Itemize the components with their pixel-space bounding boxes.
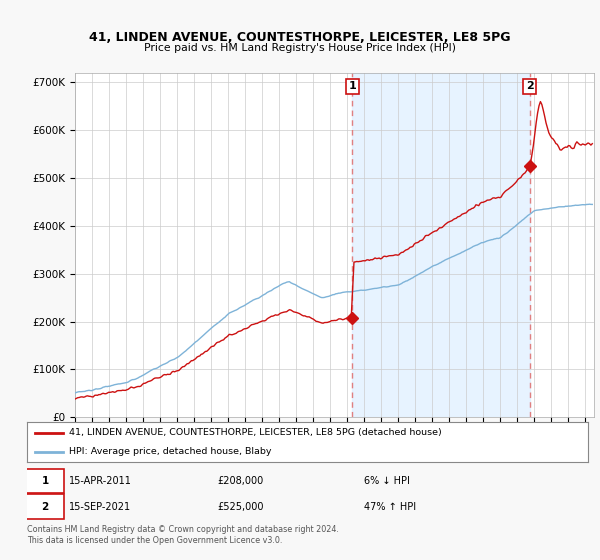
- Text: 15-SEP-2021: 15-SEP-2021: [69, 502, 131, 511]
- Text: 15-APR-2011: 15-APR-2011: [69, 477, 132, 486]
- FancyBboxPatch shape: [26, 494, 64, 519]
- Text: 6% ↓ HPI: 6% ↓ HPI: [364, 477, 409, 486]
- Text: 41, LINDEN AVENUE, COUNTESTHORPE, LEICESTER, LE8 5PG (detached house): 41, LINDEN AVENUE, COUNTESTHORPE, LEICES…: [69, 428, 442, 437]
- Text: 2: 2: [526, 81, 533, 91]
- Text: £208,000: £208,000: [218, 477, 264, 486]
- FancyBboxPatch shape: [26, 469, 64, 493]
- Text: HPI: Average price, detached house, Blaby: HPI: Average price, detached house, Blab…: [69, 447, 272, 456]
- Bar: [352, 73, 530, 417]
- Text: 1: 1: [41, 477, 49, 486]
- Text: £525,000: £525,000: [218, 502, 264, 511]
- Text: Price paid vs. HM Land Registry's House Price Index (HPI): Price paid vs. HM Land Registry's House …: [144, 43, 456, 53]
- Text: 47% ↑ HPI: 47% ↑ HPI: [364, 502, 416, 511]
- Text: 1: 1: [349, 81, 356, 91]
- Text: Contains HM Land Registry data © Crown copyright and database right 2024.
This d: Contains HM Land Registry data © Crown c…: [27, 525, 339, 545]
- Text: 2: 2: [41, 502, 49, 511]
- Text: 41, LINDEN AVENUE, COUNTESTHORPE, LEICESTER, LE8 5PG: 41, LINDEN AVENUE, COUNTESTHORPE, LEICES…: [89, 31, 511, 44]
